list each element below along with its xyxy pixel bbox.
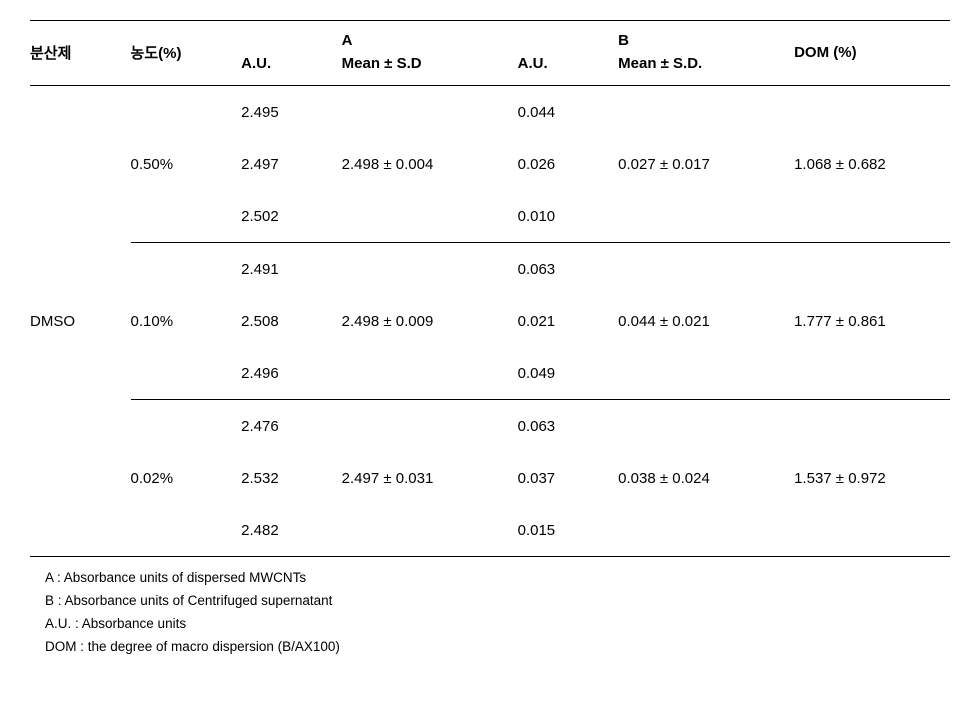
cell-b-au: 0.037 <box>518 452 619 504</box>
cell-dom: 1.537 ± 0.972 <box>794 452 950 504</box>
cell-b-au: 0.021 <box>518 295 619 347</box>
cell-mean-b: 0.038 ± 0.024 <box>618 452 794 504</box>
cell-conc: 0.50% <box>131 138 242 190</box>
table-row: 2.496 0.049 <box>30 347 950 400</box>
cell-mean-a: 2.498 ± 0.004 <box>342 138 518 190</box>
footnote-au: A.U. : Absorbance units <box>45 613 950 636</box>
header-au-b: A.U. <box>518 51 619 86</box>
header-au-a: A.U. <box>241 51 342 86</box>
dispersant-cell: DMSO <box>30 86 131 557</box>
cell-a-au: 2.495 <box>241 86 342 139</box>
header-concentration: 농도(%) <box>131 21 242 86</box>
cell-a-au: 2.532 <box>241 452 342 504</box>
table-row: 2.482 0.015 <box>30 504 950 557</box>
cell-a-au: 2.502 <box>241 190 342 243</box>
cell-a-au: 2.496 <box>241 347 342 400</box>
cell-b-au: 0.044 <box>518 86 619 139</box>
cell-b-au: 0.049 <box>518 347 619 400</box>
table-row: 0.10% 2.508 2.498 ± 0.009 0.021 0.044 ± … <box>30 295 950 347</box>
table-row: 2.491 0.063 <box>30 243 950 296</box>
data-table: 분산제 농도(%) A B DOM (%) A.U. Mean ± S.D A.… <box>30 20 950 557</box>
table-row: 0.50% 2.497 2.498 ± 0.004 0.026 0.027 ± … <box>30 138 950 190</box>
footnote-b: B : Absorbance units of Centrifuged supe… <box>45 590 950 613</box>
header-A: A <box>342 21 518 52</box>
cell-b-au: 0.026 <box>518 138 619 190</box>
cell-b-au: 0.063 <box>518 243 619 296</box>
cell-dom: 1.777 ± 0.861 <box>794 295 950 347</box>
table-row: 0.02% 2.532 2.497 ± 0.031 0.037 0.038 ± … <box>30 452 950 504</box>
cell-mean-a: 2.498 ± 0.009 <box>342 295 518 347</box>
cell-mean-b: 0.027 ± 0.017 <box>618 138 794 190</box>
cell-a-au: 2.482 <box>241 504 342 557</box>
footnote-dom: DOM : the degree of macro dispersion (B/… <box>45 636 950 659</box>
cell-conc: 0.10% <box>131 295 242 347</box>
table-row: 2.502 0.010 <box>30 190 950 243</box>
cell-dom: 1.068 ± 0.682 <box>794 138 950 190</box>
footnotes: A : Absorbance units of dispersed MWCNTs… <box>30 557 950 659</box>
header-mean-a: Mean ± S.D <box>342 51 518 86</box>
cell-a-au: 2.508 <box>241 295 342 347</box>
cell-mean-a: 2.497 ± 0.031 <box>342 452 518 504</box>
cell-b-au: 0.063 <box>518 400 619 453</box>
cell-a-au: 2.476 <box>241 400 342 453</box>
table-row: 2.476 0.063 <box>30 400 950 453</box>
cell-conc: 0.02% <box>131 452 242 504</box>
header-dom: DOM (%) <box>794 21 950 86</box>
header-mean-b: Mean ± S.D. <box>618 51 794 86</box>
cell-mean-b: 0.044 ± 0.021 <box>618 295 794 347</box>
cell-a-au: 2.491 <box>241 243 342 296</box>
table-body: DMSO 2.495 0.044 0.50% 2.497 2.498 ± 0.0… <box>30 86 950 557</box>
header-B: B <box>618 21 794 52</box>
header-dispersant: 분산제 <box>30 21 131 86</box>
cell-b-au: 0.015 <box>518 504 619 557</box>
cell-a-au: 2.497 <box>241 138 342 190</box>
footnote-a: A : Absorbance units of dispersed MWCNTs <box>45 567 950 590</box>
table-row: DMSO 2.495 0.044 <box>30 86 950 139</box>
cell-b-au: 0.010 <box>518 190 619 243</box>
table-head: 분산제 농도(%) A B DOM (%) A.U. Mean ± S.D A.… <box>30 21 950 86</box>
